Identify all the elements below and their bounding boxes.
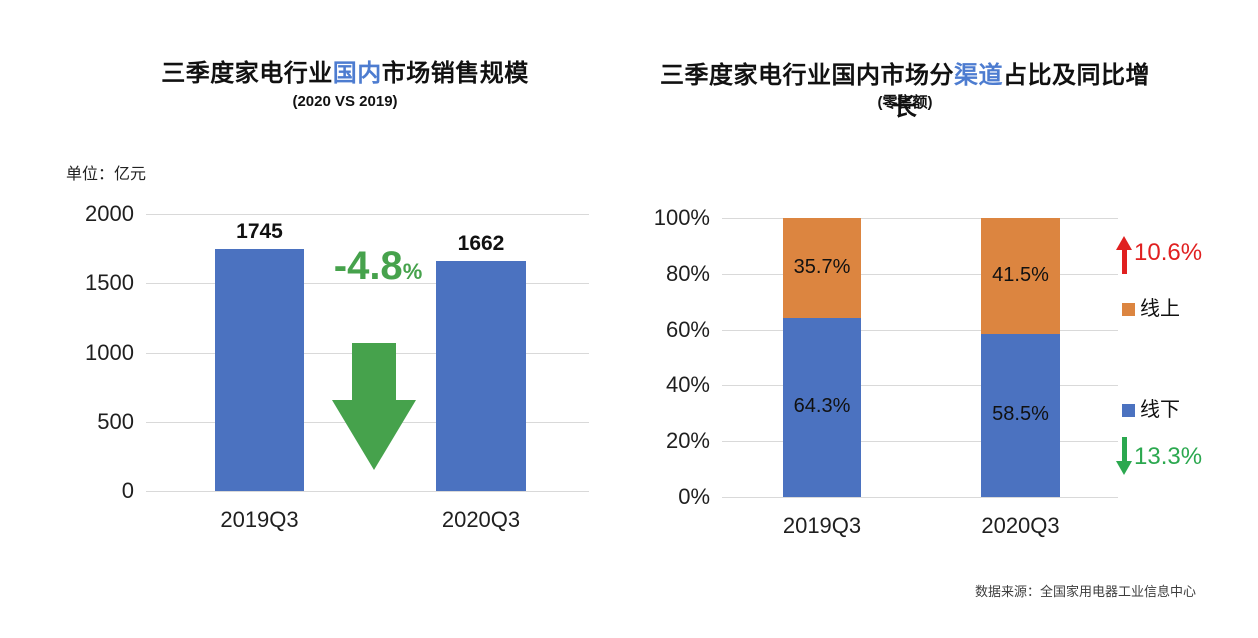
bar-value-label: 1745 <box>236 220 283 244</box>
segment-value-label: 64.3% <box>793 395 851 418</box>
online-legend-swatch <box>1122 303 1135 316</box>
right-plot-area: 0% 20% 40% 60% 80% 100% 64.3% 35.7% 2019Q3 58.5% 4… <box>654 206 1118 538</box>
gridline <box>722 218 1118 219</box>
y-tick-label: 40% <box>665 372 710 398</box>
gridline <box>722 273 1118 275</box>
left-plot-area: 0 500 1000 1500 2000 1745 2019Q3 1662 2020Q3 <box>85 202 589 532</box>
segment-value-label: 41.5% <box>992 263 1049 286</box>
offline-legend-label: 线下 <box>1140 399 1180 421</box>
arrow-head <box>332 400 416 470</box>
gridline <box>146 283 589 285</box>
y-tick-label: 1000 <box>85 339 134 365</box>
segment-线上-2020q3 <box>981 218 1060 334</box>
right-title-highlight: 渠道 <box>954 62 1003 89</box>
segment-线上-2019q3 <box>783 218 861 318</box>
right-chart-subtitle: (零售额) <box>877 94 933 111</box>
online-yoy-value: 10.6% <box>1134 239 1203 266</box>
data-source-note: 数据来源：全国家用电器工业信息中心 <box>974 584 1196 599</box>
bar-2019q3 <box>215 249 304 491</box>
gridline <box>722 385 1118 387</box>
gridline <box>146 491 589 492</box>
left-title-pre: 三季度家电行业 <box>161 60 333 87</box>
arrow-stem <box>352 343 396 400</box>
gridline <box>146 214 589 215</box>
left-chart-unit-label: 单位：亿元 <box>66 166 147 183</box>
left-title-highlight: 国内 <box>332 60 382 87</box>
left-change-annotation: -4.8% <box>318 246 438 292</box>
change-value: -4.8 <box>333 244 403 288</box>
x-axis-label: 2020Q3 <box>441 507 521 532</box>
offline-yoy-value: 13.3% <box>1134 443 1203 470</box>
offline-legend-swatch <box>1122 404 1135 417</box>
decrease-arrow-icon-small <box>1116 437 1132 475</box>
x-axis-label: 2019Q3 <box>220 507 299 532</box>
y-tick-label: 0% <box>678 484 710 509</box>
decrease-arrow-icon <box>332 343 416 470</box>
arrow-stem <box>1121 250 1127 274</box>
y-tick-label: 0 <box>121 478 134 503</box>
gridline <box>722 441 1118 443</box>
bar-2020q3 <box>436 260 526 491</box>
y-tick-label: 80% <box>665 260 710 286</box>
right-chart-title: 三季度家电行业国内市场分渠道占比及同比增长 <box>660 60 1150 124</box>
increase-arrow-icon <box>1116 236 1132 274</box>
left-chart-title: 三季度家电行业国内市场销售规模 <box>100 58 590 90</box>
arrow-head <box>1116 236 1132 250</box>
x-axis-label: 2020Q3 <box>981 513 1060 538</box>
segment-线下-2019q3 <box>783 317 861 497</box>
bar-value-label: 1662 <box>457 231 505 255</box>
change-percent-sign: % <box>402 259 423 284</box>
arrow-head <box>1116 461 1132 475</box>
y-tick-label: 100% <box>653 205 710 230</box>
segment-value-label: 58.5% <box>992 403 1049 426</box>
online-legend-label: 线上 <box>1140 298 1180 320</box>
gridline <box>722 329 1118 331</box>
right-title-post: 占比及同比增长 <box>892 62 1150 121</box>
segment-线下-2020q3 <box>981 333 1060 497</box>
y-tick-label: 2000 <box>85 201 134 226</box>
x-axis-label: 2019Q3 <box>782 513 862 538</box>
arrow-stem <box>1121 437 1127 461</box>
y-tick-label: 500 <box>97 408 134 434</box>
segment-value-label: 35.7% <box>793 255 851 278</box>
y-tick-label: 1500 <box>85 270 134 296</box>
y-tick-label: 20% <box>665 428 710 454</box>
left-chart-subtitle: (2020 VS 2019) <box>292 93 398 110</box>
y-tick-label: 60% <box>665 316 710 342</box>
gridline <box>722 497 1118 498</box>
right-title-pre: 三季度家电行业国内市场分 <box>660 62 954 89</box>
left-title-post: 市场销售规模 <box>381 60 529 87</box>
